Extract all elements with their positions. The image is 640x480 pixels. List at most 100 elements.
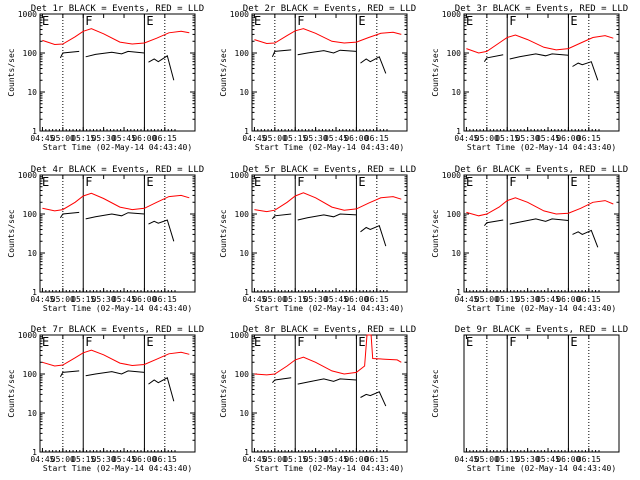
- x-tick-label: 06:15: [153, 134, 177, 143]
- y-tick-label: 1000: [18, 171, 37, 180]
- panel-title: Det 2r BLACK = Events, RED = LLD: [243, 4, 416, 14]
- x-tick-label: 05:45: [324, 295, 348, 304]
- x-tick-label: 05:45: [536, 134, 560, 143]
- x-tick-label: 04:45: [242, 134, 266, 143]
- x-axis-label: Start Time (02-May-14 04:43:40): [43, 143, 192, 152]
- x-tick-label: 05:15: [495, 134, 519, 143]
- panel-8: Det 8r BLACK = Events, RED = LLD 1 10 100 10…: [219, 325, 416, 473]
- events-series-line: [572, 61, 599, 81]
- x-tick-label: 06:00: [556, 134, 580, 143]
- panel-3: Det 3r BLACK = Events, RED = LLD 1 10 100 10…: [431, 4, 628, 152]
- x-axis-label: Start Time (02-May-14 04:43:40): [255, 304, 404, 313]
- panel-4: Det 4r BLACK = Events, RED = LLD 1 10 100 10…: [7, 165, 204, 313]
- events-series-line: [59, 50, 80, 59]
- y-axis-label: Counts/sec: [431, 48, 440, 96]
- x-axis-label: Start Time (02-May-14 04:43:40): [467, 143, 616, 152]
- x-tick-label: 06:15: [577, 455, 601, 464]
- panel-title: Det 4r BLACK = Events, RED = LLD: [31, 165, 204, 175]
- events-series-line: [271, 49, 292, 58]
- x-tick-label: 06:15: [153, 455, 177, 464]
- x-tick-label: 05:00: [51, 134, 75, 143]
- x-tick-label: 05:30: [304, 295, 328, 304]
- x-tick-label: 06:00: [344, 455, 368, 464]
- marker-label: E: [42, 335, 49, 349]
- x-tick-label: 05:30: [516, 455, 540, 464]
- marker-label: E: [466, 335, 473, 349]
- x-tick-label: 04:45: [454, 295, 478, 304]
- events-series-line: [85, 212, 145, 220]
- panel-title: Det 3r BLACK = Events, RED = LLD: [455, 4, 628, 14]
- events-series-line: [148, 219, 175, 242]
- marker-label: E: [146, 175, 153, 189]
- x-tick-label: 05:30: [92, 295, 116, 304]
- marker-label: E: [42, 14, 49, 28]
- x-tick-label: 04:45: [30, 134, 54, 143]
- marker-label: F: [509, 175, 516, 189]
- marker-label: E: [146, 335, 153, 349]
- events-series-line: [509, 53, 569, 60]
- y-tick-label: 100: [235, 49, 250, 58]
- marker-label: E: [358, 175, 365, 189]
- x-tick-label: 05:45: [324, 134, 348, 143]
- panel-title: Det 1r BLACK = Events, RED = LLD: [31, 4, 204, 14]
- panel-title: Det 7r BLACK = Events, RED = LLD: [31, 325, 204, 335]
- x-tick-label: 05:15: [283, 295, 307, 304]
- y-tick-label: 10: [27, 249, 37, 258]
- y-tick-label: 100: [235, 210, 250, 219]
- events-series-line: [297, 213, 357, 221]
- events-series-line: [360, 391, 387, 407]
- x-tick-label: 06:00: [132, 455, 156, 464]
- x-tick-label: 06:15: [365, 455, 389, 464]
- events-series-line: [59, 370, 80, 378]
- marker-label: E: [570, 175, 577, 189]
- marker-label: E: [42, 175, 49, 189]
- y-tick-label: 1: [244, 127, 249, 136]
- y-tick-label: 1: [456, 127, 461, 136]
- lld-series-line: [254, 334, 402, 376]
- x-tick-label: 05:15: [495, 455, 519, 464]
- x-tick-label: 05:30: [516, 134, 540, 143]
- x-axis-label: Start Time (02-May-14 04:43:40): [467, 304, 616, 313]
- events-series-line: [484, 219, 504, 227]
- panel-1: Det 1r BLACK = Events, RED = LLD 1 10 100 10…: [7, 4, 204, 152]
- x-tick-label: 05:45: [536, 455, 560, 464]
- marker-label: F: [297, 175, 304, 189]
- x-tick-label: 05:15: [283, 134, 307, 143]
- x-tick-label: 04:45: [30, 455, 54, 464]
- x-tick-label: 05:45: [112, 455, 136, 464]
- x-tick-label: 05:00: [475, 295, 499, 304]
- events-series-line: [272, 377, 292, 384]
- events-series-line: [85, 370, 145, 377]
- marker-label: F: [85, 335, 92, 349]
- y-tick-label: 1000: [18, 10, 37, 19]
- x-tick-label: 05:30: [92, 455, 116, 464]
- marker-label: E: [254, 175, 261, 189]
- y-axis-label: Counts/sec: [7, 369, 16, 417]
- panel-2: Det 2r BLACK = Events, RED = LLD 1 10 100 10…: [219, 4, 416, 152]
- panel-9: Det 9r BLACK = Events, RED = LLD Counts/s…: [431, 325, 628, 473]
- y-tick-label: 10: [451, 88, 461, 97]
- y-tick-label: 1000: [230, 10, 249, 19]
- x-tick-label: 05:00: [263, 295, 287, 304]
- x-tick-label: 05:00: [263, 134, 287, 143]
- x-tick-label: 05:15: [71, 455, 95, 464]
- x-tick-label: 05:45: [112, 134, 136, 143]
- events-series-line: [297, 49, 357, 56]
- x-tick-label: 06:15: [577, 295, 601, 304]
- x-tick-label: 06:00: [132, 134, 156, 143]
- x-tick-label: 06:00: [556, 455, 580, 464]
- events-series-line: [297, 378, 357, 385]
- marker-label: E: [254, 14, 261, 28]
- y-tick-label: 100: [447, 49, 462, 58]
- x-axis-label: Start Time (02-May-14 04:43:40): [467, 464, 616, 473]
- x-tick-label: 05:30: [304, 134, 328, 143]
- marker-label: E: [358, 335, 365, 349]
- x-tick-label: 05:15: [71, 295, 95, 304]
- y-tick-label: 100: [447, 210, 462, 219]
- panel-title: Det 8r BLACK = Events, RED = LLD: [243, 325, 416, 335]
- lld-series-line: [42, 28, 190, 46]
- x-tick-label: 05:00: [263, 455, 287, 464]
- lld-series-line: [466, 34, 614, 54]
- y-tick-label: 1: [244, 288, 249, 297]
- y-tick-label: 10: [27, 88, 37, 97]
